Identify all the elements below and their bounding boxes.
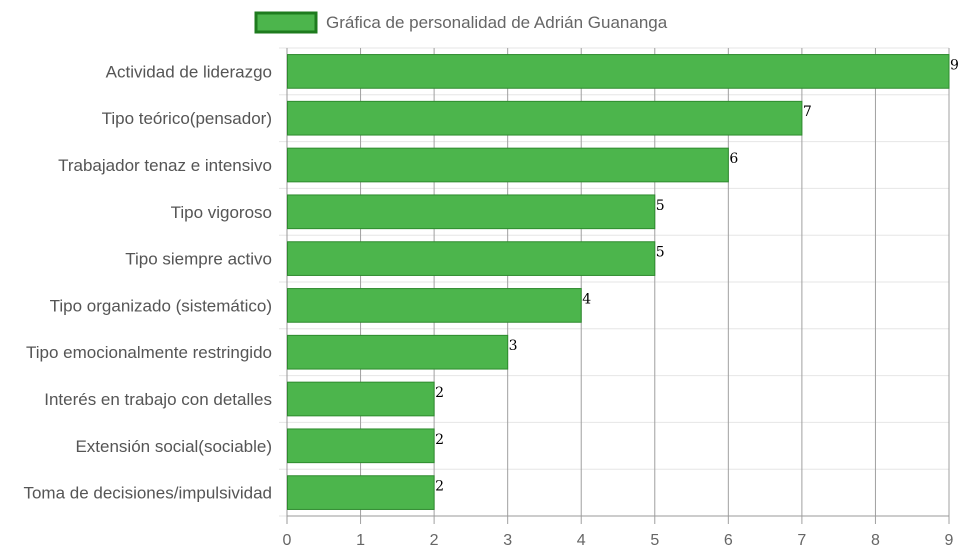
bar[interactable]	[287, 288, 582, 323]
category-label: Actividad de liderazgo	[106, 62, 272, 81]
data-label: 2	[435, 385, 444, 401]
x-tick-label: 6	[724, 532, 733, 549]
x-tick-label: 9	[945, 532, 954, 549]
bars	[287, 54, 950, 510]
bar[interactable]	[287, 194, 656, 230]
category-label: Toma de decisiones/impulsividad	[23, 484, 272, 503]
bar[interactable]	[287, 428, 435, 464]
category-label: Tipo organizado (sistemático)	[50, 296, 272, 315]
bar[interactable]	[287, 100, 803, 136]
x-tick-label: 8	[871, 532, 880, 549]
x-tick-label: 7	[797, 532, 806, 549]
x-tick-label: 4	[577, 532, 586, 549]
category-label: Tipo siempre activo	[125, 250, 272, 269]
legend-label[interactable]: Gráfica de personalidad de Adrián Guanan…	[326, 13, 668, 32]
x-tick-label: 1	[356, 532, 365, 549]
category-label: Tipo teórico(pensador)	[102, 109, 272, 128]
category-labels: Actividad de liderazgo Tipo teórico(pensa…	[23, 62, 272, 502]
x-tick-labels: 0 1 2 3 4 5 6 7 8 9	[283, 532, 954, 549]
legend[interactable]: Gráfica de personalidad de Adrián Guanan…	[254, 11, 668, 34]
data-label: 9	[950, 57, 958, 73]
data-labels: 9 7 6 5 5 4 3 2 2 2	[435, 57, 958, 494]
data-label: 4	[582, 291, 591, 307]
x-tick-label: 0	[283, 532, 292, 549]
category-label: Trabajador tenaz e intensivo	[58, 156, 272, 175]
data-label: 6	[729, 151, 738, 167]
x-tick-label: 5	[650, 532, 659, 549]
data-label: 5	[656, 245, 665, 261]
bar[interactable]	[287, 334, 509, 370]
category-label: Tipo emocionalmente restringido	[26, 343, 272, 362]
category-label: Interés en trabajo con detalles	[44, 390, 272, 409]
bar[interactable]	[287, 475, 435, 510]
data-label: 2	[435, 432, 444, 448]
bar[interactable]	[287, 54, 950, 89]
data-label: 3	[509, 338, 518, 354]
bar[interactable]	[287, 381, 435, 417]
data-label: 5	[656, 198, 665, 214]
x-tick-label: 2	[430, 532, 439, 549]
data-label: 2	[435, 479, 444, 495]
category-label: Extensión social(sociable)	[75, 437, 272, 456]
bar[interactable]	[287, 147, 729, 183]
data-label: 7	[803, 104, 812, 120]
legend-swatch[interactable]	[254, 11, 318, 34]
x-tick-label: 3	[503, 532, 512, 549]
bar[interactable]	[287, 241, 656, 276]
category-label: Tipo vigoroso	[171, 203, 272, 222]
